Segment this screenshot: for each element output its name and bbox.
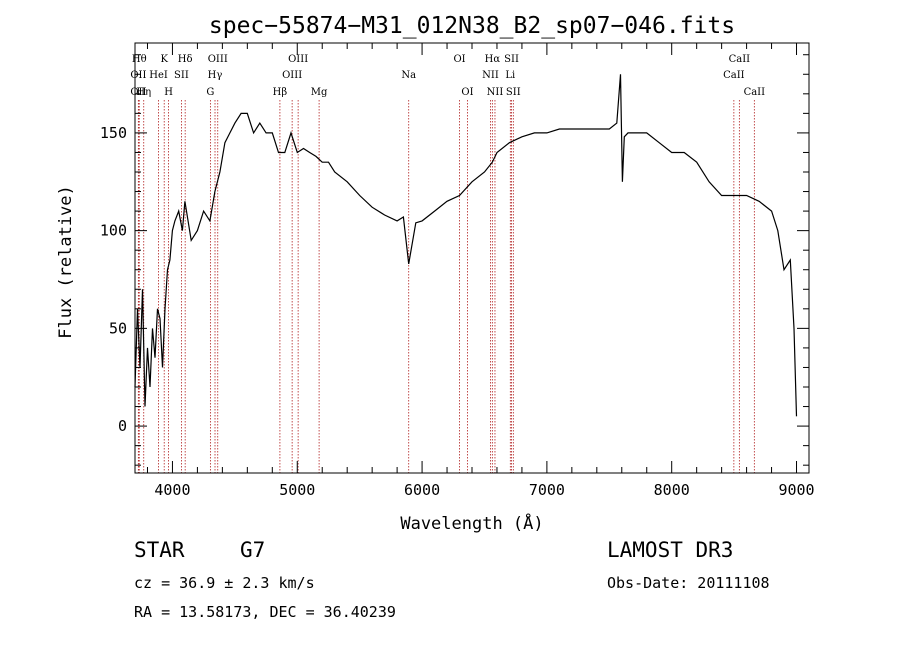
- marker-label: OII: [130, 70, 146, 81]
- x-tick-label: 7000: [529, 481, 565, 499]
- object-class: STAR: [134, 538, 185, 562]
- obs-date-text: Obs-Date: 20111108: [607, 574, 770, 592]
- chart-title: spec−55874−M31_012N38_B2_sp07−046.fits: [209, 13, 735, 39]
- y-tick-label: 50: [109, 319, 127, 337]
- marker-label: HeI: [149, 70, 168, 81]
- marker-label: H: [164, 87, 173, 98]
- x-tick-label: 6000: [404, 481, 440, 499]
- marker-label: Hη: [136, 87, 151, 98]
- marker-label: NII: [487, 87, 504, 98]
- plot-frame: [134, 42, 810, 474]
- marker-label: OIII: [208, 54, 228, 65]
- marker-label: CaII: [744, 87, 766, 98]
- marker-label: CaII: [723, 70, 745, 81]
- marker-label: Hθ: [132, 54, 147, 65]
- line-markers: HθOIIOIIHηHeIKHSIIHδGHγOIIIHβOIIIOIIIMgN…: [130, 54, 765, 473]
- y-tick-label: 0: [118, 417, 127, 435]
- marker-label: Li: [505, 70, 515, 81]
- y-tick-label: 100: [100, 222, 127, 240]
- redshift-text: cz = 36.9 ± 2.3 km/s: [134, 574, 315, 592]
- object-subclass: G7: [240, 538, 266, 562]
- marker-label: NII: [482, 70, 499, 81]
- marker-label: Hβ: [273, 87, 288, 98]
- marker-label: Na: [401, 70, 416, 81]
- coordinates-text: RA = 13.58173, DEC = 36.40239: [134, 603, 396, 621]
- marker-label: Hα: [485, 54, 501, 65]
- spectrum-series: [134, 74, 798, 417]
- marker-label: G: [206, 87, 214, 98]
- marker-label: Hγ: [208, 70, 223, 81]
- x-tick-label: 9000: [778, 481, 814, 499]
- axis-ticks: 4000 5000 6000 7000 8000 9000 0 50 100 150: [100, 43, 815, 499]
- x-tick-label: 5000: [279, 481, 315, 499]
- marker-label: SII: [174, 70, 189, 81]
- marker-label: Mg: [311, 87, 328, 98]
- marker-label: SII: [506, 87, 521, 98]
- marker-label: CaII: [729, 54, 751, 65]
- x-axis-label: Wavelength (Å): [400, 512, 543, 534]
- marker-label: OII: [130, 87, 146, 98]
- survey-label: LAMOST DR3: [607, 538, 734, 562]
- x-tick-label: 4000: [154, 481, 190, 499]
- x-tick-label: 8000: [654, 481, 690, 499]
- marker-label: OI: [453, 54, 465, 65]
- marker-label: OIII: [282, 70, 302, 81]
- marker-label: Hδ: [178, 54, 193, 65]
- y-axis-label: Flux (relative): [56, 185, 76, 339]
- marker-label: OIII: [288, 54, 308, 65]
- y-tick-label: 150: [100, 124, 127, 142]
- marker-label: K: [160, 54, 168, 65]
- marker-label: OI: [461, 87, 473, 98]
- spectrum-line-0: [134, 74, 798, 417]
- marker-label: SII: [504, 54, 519, 65]
